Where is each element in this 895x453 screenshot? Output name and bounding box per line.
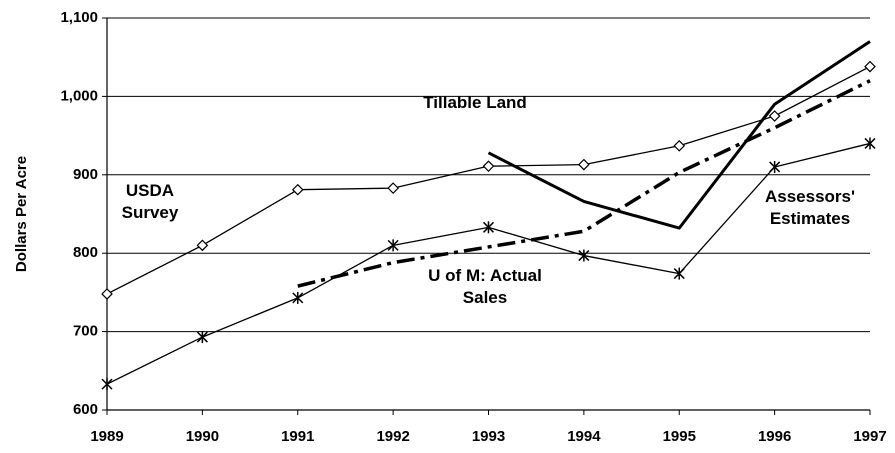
marker-diamond [291,183,304,196]
marker-asterisk [101,378,113,391]
series-label: Assessors' Estimates [764,187,856,228]
marker-diamond [673,139,686,152]
y-axis-title: Dollars Per Acre [13,156,30,272]
series-label: U of M: Actual Sales [428,266,542,307]
marker-asterisk [196,331,208,344]
x-tick-label: 1994 [567,428,601,445]
x-tick-label: 1993 [472,428,505,445]
series-label: Tillable Land [423,93,527,112]
x-tick-label: 1991 [281,428,314,445]
y-tick-label: 600 [73,401,98,418]
y-tick-label: 900 [73,166,98,183]
marker-diamond [578,158,590,171]
marker-diamond [196,239,209,252]
series-label: USDA Survey [121,181,179,222]
y-tick-label: 800 [73,244,98,261]
y-tick-label: 1,100 [60,9,98,26]
marker-diamond [101,288,113,300]
marker-asterisk [769,160,781,173]
marker-asterisk [864,137,876,150]
x-tick-label: 1992 [376,428,409,445]
marker-asterisk [482,221,495,234]
series-line [106,142,871,385]
y-tick-label: 700 [73,323,98,340]
marker-asterisk [673,267,685,280]
marker-asterisk [578,249,590,262]
x-tick-label: 1997 [853,428,886,445]
marker-asterisk [292,291,304,304]
x-tick-label: 1996 [758,428,791,445]
marker-asterisk [387,239,399,252]
x-tick-label: 1989 [90,428,123,445]
marker-diamond [768,110,781,122]
x-tick-label: 1990 [186,428,219,445]
marker-diamond [864,60,876,73]
marker-diamond [482,160,495,173]
x-tick-label: 1995 [663,428,696,445]
series-line [487,40,871,230]
marker-diamond [387,182,399,194]
y-tick-label: 1,000 [60,87,98,104]
